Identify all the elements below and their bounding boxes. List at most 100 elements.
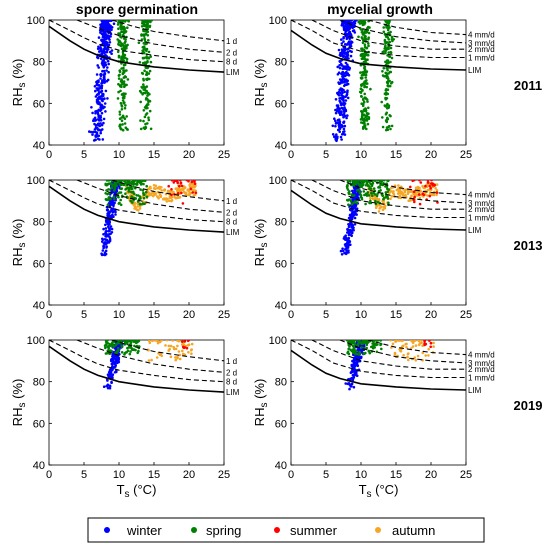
point-spring xyxy=(124,188,127,191)
point-summer xyxy=(180,191,183,195)
point-winter xyxy=(105,220,108,223)
point-spring xyxy=(105,180,109,182)
point-summer xyxy=(413,200,416,204)
point-spring xyxy=(386,88,390,91)
point-spring xyxy=(356,352,359,356)
point-winter xyxy=(106,78,110,82)
point-spring xyxy=(117,90,120,94)
point-summer xyxy=(430,182,434,185)
point-spring xyxy=(374,340,377,342)
point-autumn xyxy=(409,199,412,202)
point-spring xyxy=(357,35,360,39)
point-autumn xyxy=(152,184,156,187)
point-winter xyxy=(340,111,343,115)
point-spring xyxy=(381,125,385,129)
point-winter xyxy=(102,92,105,96)
point-spring xyxy=(365,346,369,350)
point-spring xyxy=(356,189,359,192)
panel-mycelial-2013: 0 5 10 15 20 25 40 60 80 100 LIM 1 mm/d2 mm/d3 mm/d… xyxy=(252,175,495,321)
point-autumn xyxy=(407,358,410,362)
curve-label: 2 mm/d xyxy=(468,205,495,214)
point-winter xyxy=(104,253,107,256)
point-winter xyxy=(100,97,104,100)
point-winter xyxy=(102,64,105,67)
point-spring xyxy=(141,189,145,192)
point-winter xyxy=(109,371,113,375)
point-summer xyxy=(430,180,433,182)
point-summer xyxy=(176,181,179,185)
point-winter xyxy=(344,99,348,102)
point-spring xyxy=(133,344,136,348)
point-winter xyxy=(103,102,107,105)
point-spring xyxy=(367,194,371,197)
point-spring xyxy=(346,199,350,202)
point-winter xyxy=(338,82,341,85)
point-spring xyxy=(366,25,370,29)
curve-label: 2 d xyxy=(226,368,237,377)
point-winter xyxy=(350,234,354,238)
curve-1d xyxy=(111,340,224,362)
point-spring xyxy=(127,180,131,183)
point-spring xyxy=(144,125,147,129)
point-winter xyxy=(105,50,109,54)
point-winter xyxy=(116,360,119,363)
point-summer xyxy=(436,201,439,204)
point-spring xyxy=(362,108,366,111)
point-autumn xyxy=(186,188,189,192)
point-spring xyxy=(385,61,389,65)
point-spring xyxy=(379,340,382,342)
point-winter xyxy=(103,97,106,100)
point-spring xyxy=(386,47,390,50)
curve-label: 8 d xyxy=(226,378,237,387)
point-spring xyxy=(123,75,127,78)
point-winter xyxy=(346,90,349,94)
x-tick-label: 25 xyxy=(460,149,472,161)
point-spring xyxy=(147,50,151,54)
point-autumn xyxy=(383,206,387,210)
point-spring xyxy=(121,30,125,33)
point-spring xyxy=(384,88,388,92)
point-autumn xyxy=(410,340,414,343)
point-summer xyxy=(180,184,184,188)
y-tick-label: 40 xyxy=(33,460,45,472)
point-spring xyxy=(145,89,148,93)
y-tick-label: 100 xyxy=(27,175,45,187)
x-axis-label: Ts (°C) xyxy=(359,482,399,500)
point-spring xyxy=(381,74,385,77)
point-winter xyxy=(93,85,97,88)
point-spring xyxy=(140,85,143,89)
point-spring xyxy=(116,50,120,54)
point-autumn xyxy=(172,345,175,349)
point-spring xyxy=(143,20,147,23)
point-winter xyxy=(97,95,101,99)
point-winter xyxy=(343,90,347,94)
point-winter xyxy=(337,123,341,127)
point-winter xyxy=(347,28,351,31)
point-spring xyxy=(127,187,131,191)
point-summer xyxy=(429,345,433,349)
point-autumn xyxy=(177,188,180,191)
point-winter xyxy=(338,113,342,116)
point-winter xyxy=(351,223,354,226)
point-spring xyxy=(369,199,372,203)
point-spring xyxy=(354,340,357,342)
point-winter xyxy=(350,21,353,25)
point-autumn xyxy=(369,197,372,200)
point-autumn xyxy=(435,189,439,192)
point-autumn xyxy=(136,205,139,208)
point-autumn xyxy=(134,206,137,210)
point-autumn xyxy=(160,189,163,192)
point-winter xyxy=(110,380,113,384)
point-spring xyxy=(122,20,125,22)
point-autumn xyxy=(152,187,156,190)
y-tick-label: 60 xyxy=(275,98,287,110)
point-winter xyxy=(108,385,112,388)
point-autumn xyxy=(158,340,162,344)
point-spring xyxy=(130,347,133,350)
point-spring xyxy=(363,193,366,197)
point-spring xyxy=(347,352,351,356)
point-winter xyxy=(344,51,348,55)
point-winter xyxy=(96,137,100,141)
